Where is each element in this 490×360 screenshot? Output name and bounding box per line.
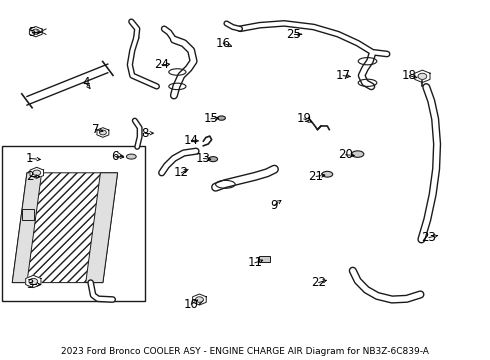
Text: 21: 21 — [309, 170, 323, 183]
Ellipse shape — [218, 116, 225, 120]
Text: 10: 10 — [184, 298, 198, 311]
Text: 6: 6 — [111, 150, 119, 163]
Text: 14: 14 — [184, 134, 198, 147]
Bar — [22, 209, 34, 220]
Text: 18: 18 — [402, 69, 416, 82]
Ellipse shape — [209, 157, 218, 162]
Polygon shape — [12, 173, 42, 283]
Ellipse shape — [196, 297, 203, 302]
Text: 2: 2 — [25, 170, 33, 183]
Polygon shape — [27, 64, 108, 105]
Polygon shape — [29, 27, 42, 37]
Text: 19: 19 — [296, 112, 311, 125]
Text: 16: 16 — [216, 37, 230, 50]
Polygon shape — [30, 167, 44, 178]
Ellipse shape — [29, 278, 38, 285]
Text: 9: 9 — [270, 199, 278, 212]
Ellipse shape — [418, 73, 427, 80]
Polygon shape — [193, 294, 206, 305]
Text: 8: 8 — [141, 127, 148, 140]
Bar — [2, 146, 145, 301]
Text: 22: 22 — [311, 276, 326, 289]
Ellipse shape — [99, 130, 106, 135]
Bar — [259, 256, 270, 262]
Ellipse shape — [322, 171, 333, 177]
Polygon shape — [97, 128, 109, 137]
Ellipse shape — [126, 154, 136, 159]
Ellipse shape — [352, 151, 364, 157]
Text: 1: 1 — [25, 152, 33, 165]
Text: 24: 24 — [154, 58, 169, 71]
Polygon shape — [86, 173, 118, 283]
Polygon shape — [415, 70, 430, 82]
Text: 23: 23 — [421, 231, 436, 244]
Polygon shape — [12, 173, 118, 283]
Text: 4: 4 — [82, 76, 90, 89]
Text: 3: 3 — [25, 278, 33, 291]
Ellipse shape — [32, 29, 39, 34]
Text: 11: 11 — [247, 256, 262, 269]
Text: 7: 7 — [92, 123, 99, 136]
Ellipse shape — [33, 170, 41, 176]
Text: 17: 17 — [336, 69, 350, 82]
Text: 2023 Ford Bronco COOLER ASY - ENGINE CHARGE AIR Diagram for NB3Z-6C839-A: 2023 Ford Bronco COOLER ASY - ENGINE CHA… — [61, 346, 429, 356]
Text: 13: 13 — [196, 152, 211, 165]
Text: 12: 12 — [174, 166, 189, 179]
Text: 15: 15 — [203, 112, 218, 125]
Text: 25: 25 — [287, 28, 301, 41]
Polygon shape — [25, 275, 41, 288]
Text: 5: 5 — [28, 26, 36, 39]
Text: 20: 20 — [338, 148, 353, 161]
